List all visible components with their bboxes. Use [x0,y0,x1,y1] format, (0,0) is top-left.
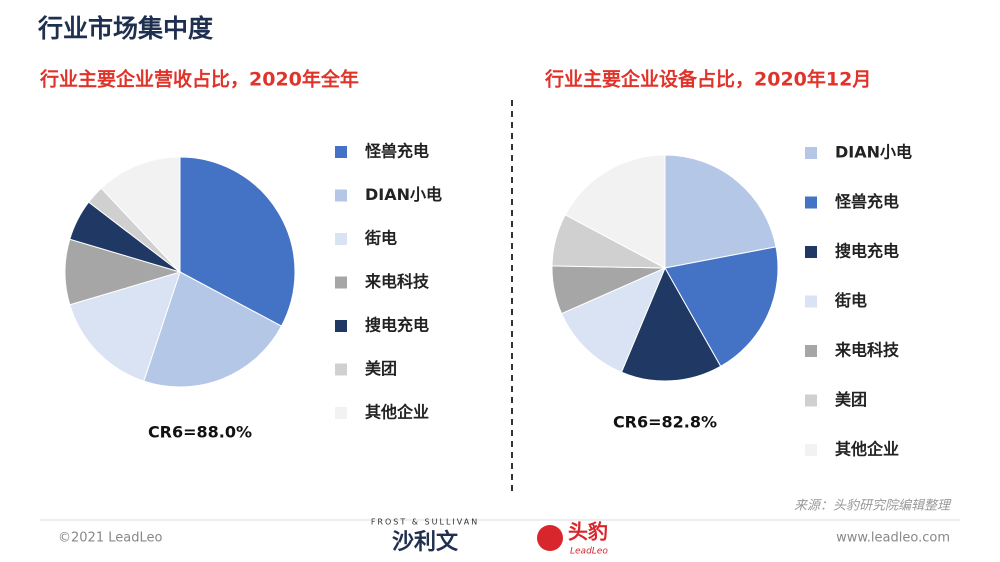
chart-title: 行业主要企业设备占比，2020年12月 [544,68,871,91]
legend-label: 美团 [835,390,867,409]
legend-swatch [335,320,347,332]
legend-swatch [335,233,347,245]
legend-label: 美团 [365,359,397,378]
annotation: CR6=82.8% [613,413,717,432]
legend-swatch [805,345,817,357]
pie-slice [664,246,779,368]
legend-label: 搜电充电 [835,242,899,261]
page-title: 行业市场集中度 [37,14,213,43]
legend-label: DIAN小电 [365,185,442,204]
annotation: CR6=88.0% [148,423,252,442]
legend-label: 来电科技 [364,272,430,291]
legend-label: DIAN小电 [835,143,912,162]
legend-label: 怪兽充电 [365,142,429,161]
pie-slice [69,271,181,382]
legend-swatch [805,196,817,209]
pie-slice [560,267,666,373]
legend-swatch [805,295,817,308]
legend-swatch [335,276,347,289]
copyright: ©2021 LeadLeo [58,531,162,546]
website: www.leadleo.com [836,531,950,546]
frost-cn-logo: 沙利文 [392,529,459,555]
legend-swatch [805,394,817,407]
legend-swatch [805,444,817,456]
pie-slice [143,271,283,388]
leadleo-icon [537,525,563,551]
pie-slice [100,156,181,274]
pie-slice [564,154,666,269]
legend-label: 街电 [834,291,867,310]
legend-swatch [335,146,347,158]
legend-swatch [805,246,817,258]
legend-swatch [805,147,817,159]
chart-title: 行业主要企业营收占比，2020年全年 [39,68,359,91]
legend-label: 其他企业 [835,440,899,459]
frost-logo: FROST & SULLIVAN [371,518,479,527]
pie-slice [179,156,296,327]
source: 来源：头豹研究院编辑整理 [794,498,952,514]
legend-label: 其他企业 [365,403,429,422]
pie-slice [664,154,777,269]
pie-slice [620,266,722,382]
legend-swatch [335,363,347,376]
leadleo-cn-logo: 头豹 [568,520,608,544]
leadleo-en-logo: LeadLeo [570,547,608,557]
legend-label: 来电科技 [834,341,900,360]
legend-label: 街电 [364,229,397,248]
legend-label: 搜电充电 [365,316,429,335]
legend-swatch [335,407,347,419]
legend-swatch [335,189,347,202]
legend-label: 怪兽充电 [835,192,899,211]
